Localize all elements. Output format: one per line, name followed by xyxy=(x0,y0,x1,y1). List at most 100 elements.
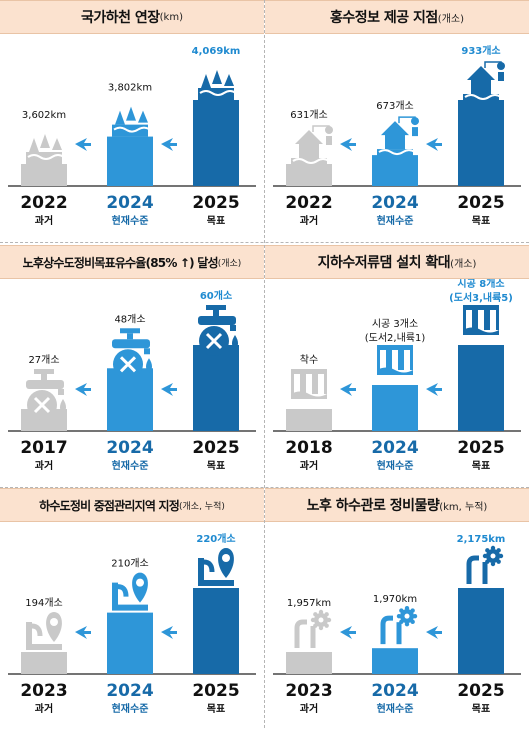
year-label: 2024 xyxy=(106,438,153,458)
period-label: 과거 xyxy=(35,702,53,715)
year-label: 2018 xyxy=(285,438,332,458)
year-label: 2024 xyxy=(371,193,418,213)
panel-header: 지하수저류댐 설치 확대 (개소) xyxy=(265,245,529,279)
period-label: 현재수준 xyxy=(112,702,149,715)
bar-2025 xyxy=(458,588,504,674)
flood-house-icon xyxy=(291,125,333,166)
bar-2023 xyxy=(21,652,67,674)
period-label: 현재수준 xyxy=(377,459,414,472)
panel-unit: (개소) xyxy=(450,258,477,270)
period-label: 목표 xyxy=(472,703,490,715)
horizontal-divider-2 xyxy=(0,487,529,488)
faucet-wrench-icon xyxy=(26,369,66,420)
year-label: 2025 xyxy=(457,681,504,701)
river-icon xyxy=(112,106,151,137)
underground-dam-icon xyxy=(291,369,327,399)
panel-header: 노후 하수관로 정비물량 (km, 누적) xyxy=(265,488,529,522)
year-label: 2023 xyxy=(285,681,332,701)
value-label: 시공 3개소 xyxy=(372,318,418,330)
arrow-icon xyxy=(75,626,91,639)
bar-2022 xyxy=(286,164,332,186)
underground-dam-icon xyxy=(377,345,413,375)
panel-title: 지하수저류댐 설치 확대 xyxy=(317,255,451,271)
bar-2024 xyxy=(372,155,418,186)
arrow-icon xyxy=(75,138,91,151)
year-label: 2024 xyxy=(371,438,418,458)
flood-house-icon xyxy=(463,61,505,102)
value-label: 3,802km xyxy=(108,83,152,94)
value-label: 631개소 xyxy=(290,109,328,121)
bar-2024 xyxy=(372,648,418,674)
period-label: 현재수준 xyxy=(377,214,414,227)
panel-unit: (개소) xyxy=(437,13,464,25)
period-label: 목표 xyxy=(207,215,225,227)
arrow-icon xyxy=(161,138,177,151)
panel-unit: (km) xyxy=(159,11,183,23)
arrow-icon xyxy=(340,626,356,639)
value-label: 시공 8개소 xyxy=(457,279,504,290)
arrow-icon xyxy=(75,383,91,396)
value-label: 210개소 xyxy=(111,558,149,570)
value-label: 1,957km xyxy=(287,598,331,609)
panel-chart: 27개소 2017 과거 48개소 2024 현재수준 60개소 2025 목표 xyxy=(0,279,264,487)
year-label: 2025 xyxy=(457,193,504,213)
panel-chart: 1,957km 2023 과거 1,970km 2024 현재수준 2,175km 2025 목… xyxy=(265,522,529,730)
panel-national-river-length: 국가하천 연장 (km) 3,602km 2022 과거 3,802km 2024 현재수준… xyxy=(0,0,264,242)
sewer-pin-icon xyxy=(26,612,62,650)
year-label: 2024 xyxy=(371,681,418,701)
year-label: 2023 xyxy=(20,681,67,701)
panel-chart: 착수 2018 과거 시공 3개소 (도서2,내륙1) 2024 현재수준 시공 8개소 (도서… xyxy=(265,279,529,487)
bar-2025 xyxy=(193,100,239,186)
panel-sewer-priority-areas: 하수도정비 중점관리지역 지정 (개소, 누적) 194개소 2023 과거 210개소… xyxy=(0,488,264,728)
value-label: 27개소 xyxy=(28,354,59,366)
period-label: 목표 xyxy=(472,460,490,472)
arrow-icon xyxy=(340,383,356,396)
bar-2024 xyxy=(107,136,153,186)
value-label: 933개소 xyxy=(461,44,500,57)
bar-2023 xyxy=(286,652,332,674)
year-label: 2025 xyxy=(457,438,504,458)
panel-title: 홍수정보 제공 지점 xyxy=(330,10,438,26)
value-sublabel: (도서3,내륙5) xyxy=(449,291,513,304)
pipe-gear-icon xyxy=(380,605,418,645)
river-icon xyxy=(198,70,237,100)
arrow-icon xyxy=(426,138,442,151)
bar-2018 xyxy=(286,409,332,431)
period-label: 현재수준 xyxy=(377,702,414,715)
period-label: 과거 xyxy=(300,702,318,715)
arrow-icon xyxy=(340,138,356,151)
value-label: 1,970km xyxy=(373,594,417,605)
year-label: 2017 xyxy=(20,438,67,458)
arrow-icon xyxy=(426,383,442,396)
pipe-gear-icon xyxy=(466,545,504,584)
bar-2025 xyxy=(458,100,504,186)
year-label: 2022 xyxy=(285,193,332,213)
value-sublabel: (도서2,내륙1) xyxy=(365,332,426,344)
value-label: 60개소 xyxy=(200,289,232,302)
period-label: 목표 xyxy=(472,215,490,227)
value-label: 착수 xyxy=(300,354,318,366)
river-icon xyxy=(26,134,65,164)
bar-2025 xyxy=(193,588,239,674)
panel-header: 하수도정비 중점관리지역 지정 (개소, 누적) xyxy=(0,488,264,522)
panel-title: 노후상수도정비목표유수율(85% ↑) 달성 xyxy=(22,255,219,270)
bar-2025 xyxy=(458,345,504,431)
panel-unit: (개소) xyxy=(217,258,242,269)
period-label: 과거 xyxy=(300,459,318,472)
panel-title: 하수도정비 중점관리지역 지정 xyxy=(39,498,180,513)
bar-2022 xyxy=(21,164,67,186)
panel-water-supply-rate: 노후상수도정비목표유수율(85% ↑) 달성 (개소) 27개소 2017 과거 48개… xyxy=(0,245,264,487)
panel-unit: (km, 누적) xyxy=(439,501,488,513)
panel-header: 국가하천 연장 (km) xyxy=(0,0,264,34)
panel-chart: 631개소 2022 과거 673개소 2024 현재수준 933개소 2025 목표 xyxy=(265,34,529,242)
value-label: 673개소 xyxy=(376,100,414,112)
period-label: 현재수준 xyxy=(112,459,149,472)
period-label: 목표 xyxy=(207,703,225,715)
sewer-pin-icon xyxy=(198,548,234,586)
bar-2024 xyxy=(107,612,153,674)
